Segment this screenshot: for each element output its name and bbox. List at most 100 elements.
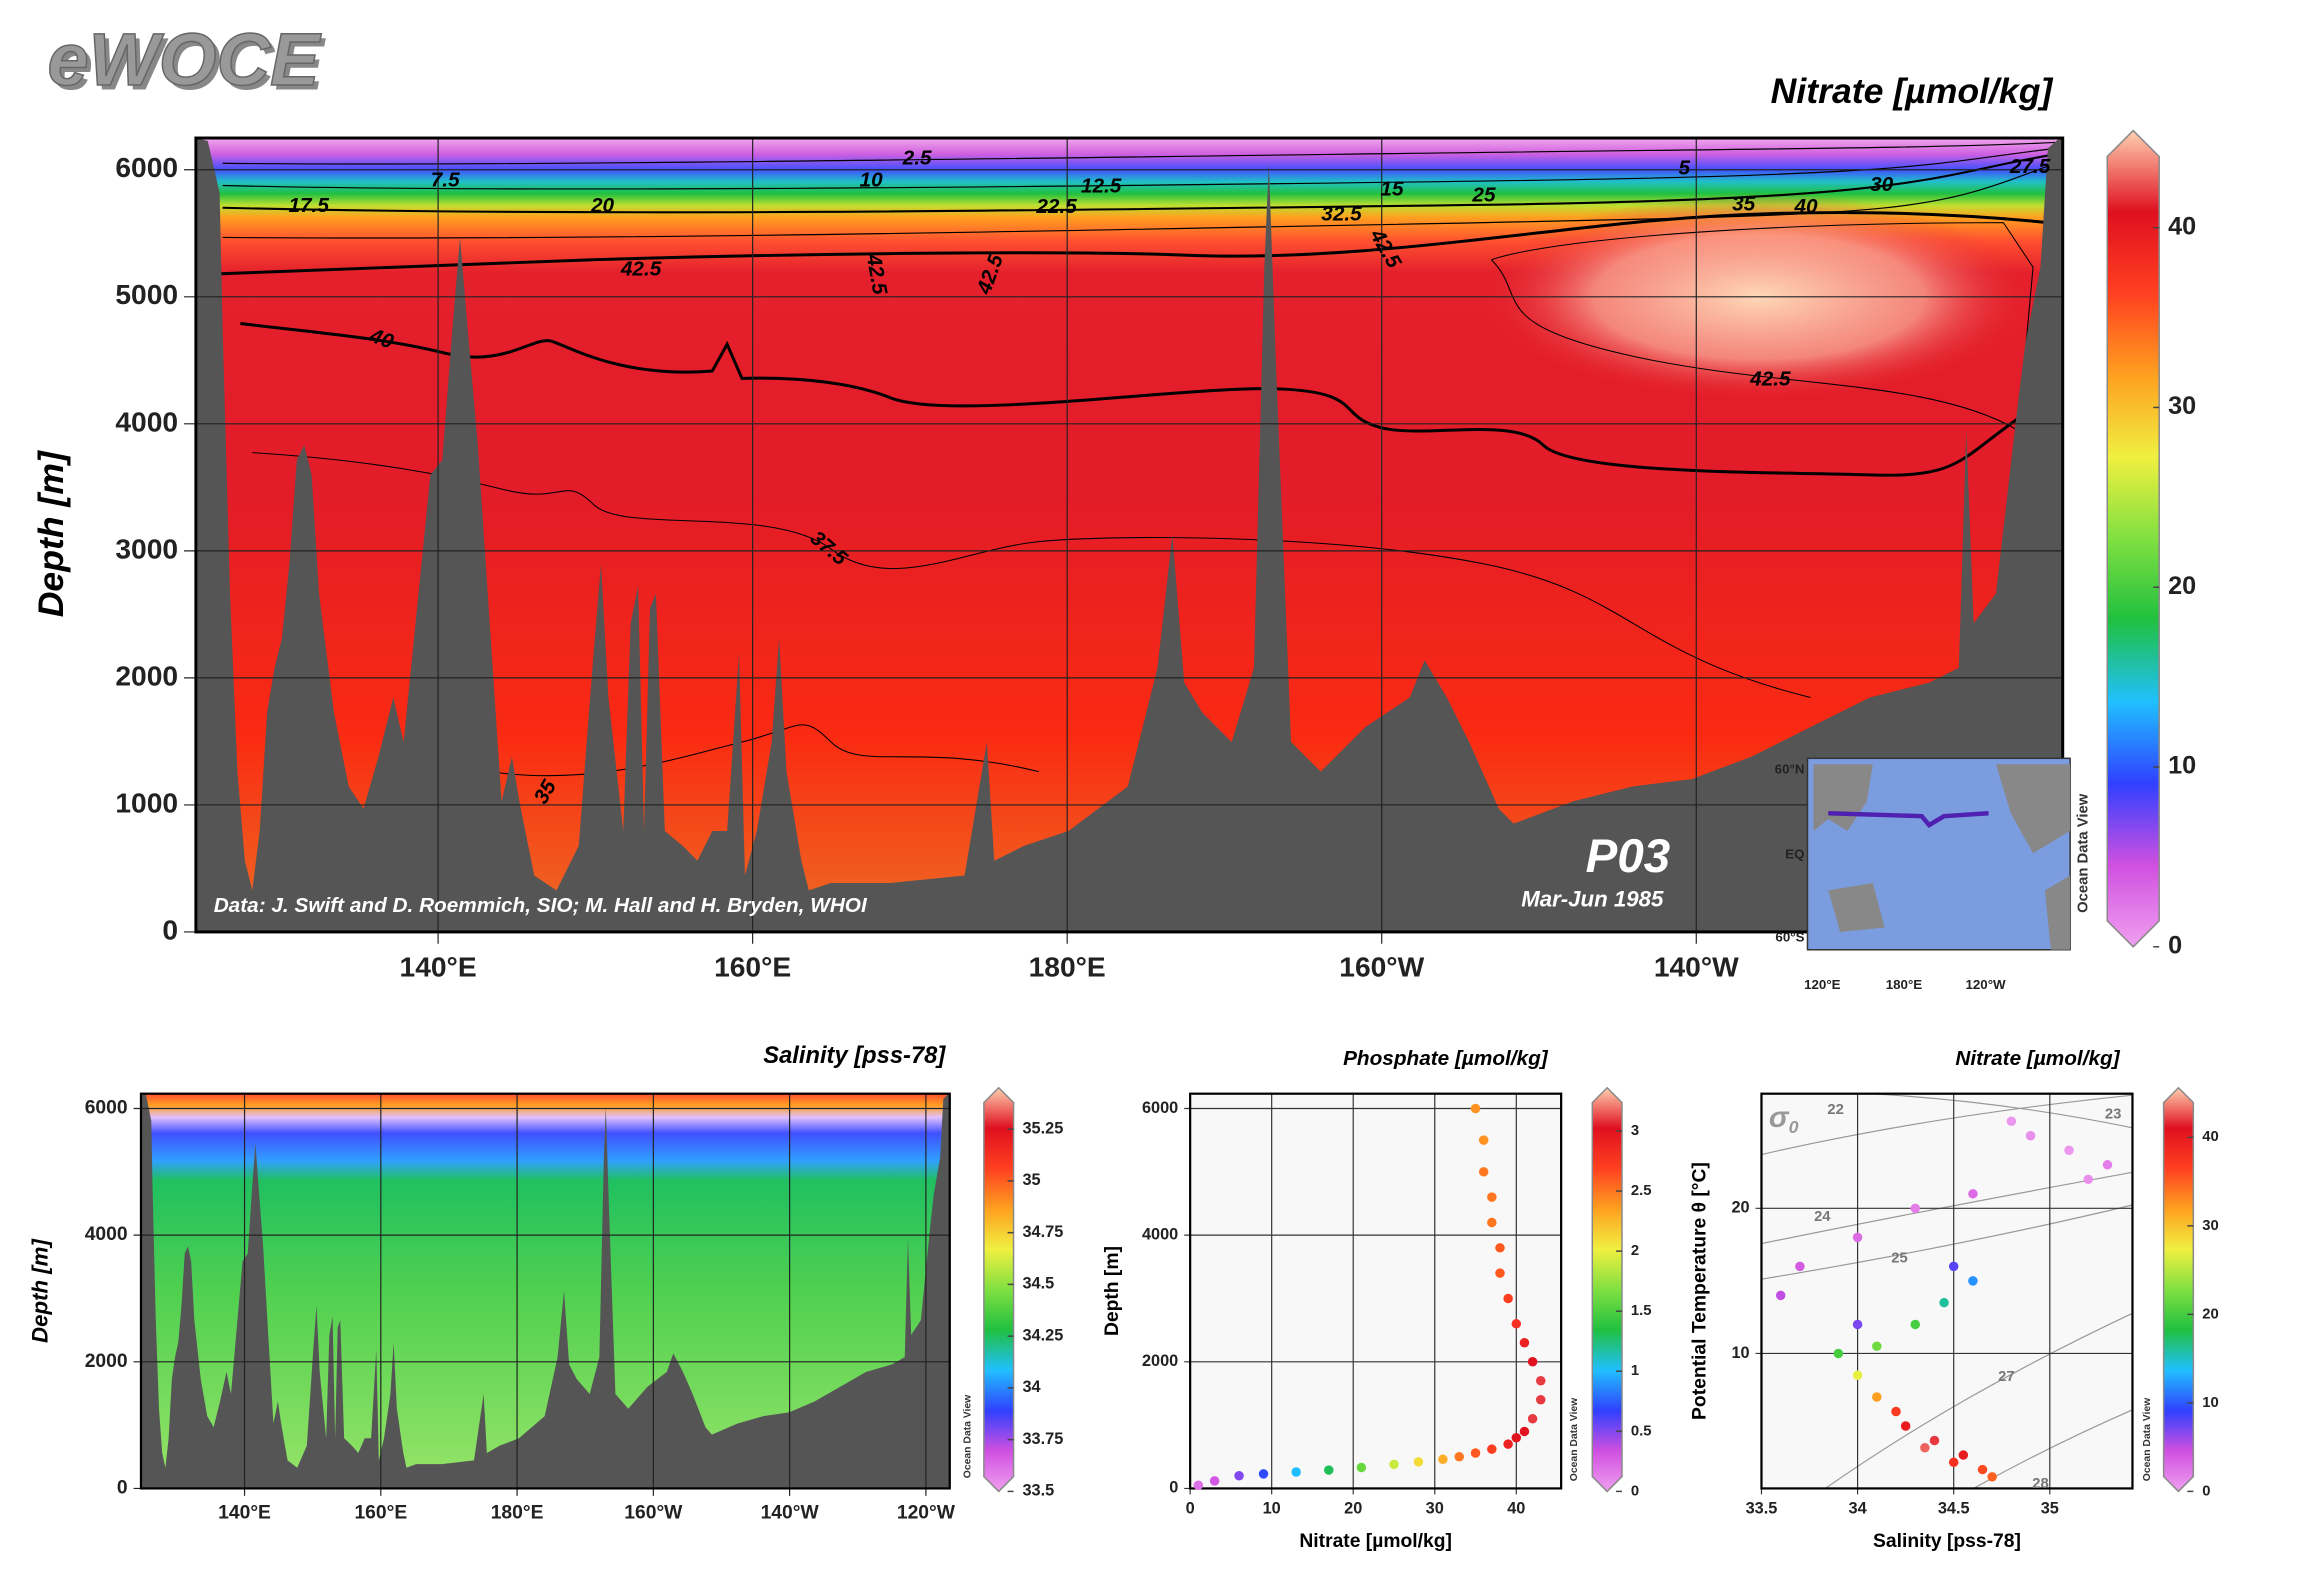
point [1900,1421,1911,1431]
contour-line [1491,222,2034,432]
colorbar-tick-label: 33.5 [1022,1482,1054,1500]
point [1389,1459,1399,1470]
x-tick-label: 160°W [624,1502,683,1523]
point [1503,1293,1513,1304]
point [1872,1392,1882,1402]
colorbar-tick-label: 2 [1631,1243,1639,1259]
colorbar-tick-label: 34.75 [1022,1223,1063,1241]
point [1977,1464,1988,1475]
chart-title: Salinity [pss-78] [763,1043,946,1069]
section-period: Mar-Jun 1985 [1521,887,1664,912]
contour-line [222,141,2056,165]
colorbar [2162,1086,2195,1493]
isopycnal-label: 22 [1827,1102,1844,1118]
y-axis-label: Depth [m] [27,1238,52,1343]
isopycnal [1869,1093,2133,1129]
brand-shadow: eWOCE [52,22,327,105]
y-tick-label: 20 [1731,1199,1749,1217]
x-tick-label: 140°W [761,1502,820,1523]
odv-credit: Ocean Data View [2075,793,2091,913]
point [1503,1439,1513,1449]
inset-label: 180°E [1886,977,1923,992]
isopycnal-label: 23 [2105,1106,2122,1122]
colorbar-tick-label: 40 [2202,1129,2219,1145]
y-tick-label: 3000 [115,532,178,564]
point [1775,1290,1786,1301]
point [1478,1167,1489,1177]
y-tick-label: 6000 [115,151,178,183]
y-tick-label: 1000 [115,786,178,818]
isopycnal [1761,1094,2133,1156]
colorbar-tick-label: 3 [1631,1123,1639,1139]
contour-label: 42.5 [1749,367,1791,390]
x-axis-label: Salinity [pss-78] [1873,1531,2021,1552]
point [2025,1131,2036,1141]
chart-title: Nitrate [µmol/kg] [1771,71,2054,111]
contour-label: 32.5 [1321,203,1362,226]
point [1872,1341,1882,1351]
x-tick-label: 160°E [714,951,791,983]
point [1852,1370,1863,1380]
x-axis-label: Nitrate [µmol/kg] [1299,1531,1452,1552]
bathymetry [140,1093,950,1489]
contour-label: 15 [1380,177,1404,200]
plot-background [1761,1093,2133,1489]
colorbar-tick-label: 1.5 [1631,1303,1652,1319]
contour-line [200,211,2049,277]
odv-credit: Ocean Data View [2142,1397,2153,1481]
point [2102,1160,2113,1170]
point [1519,1338,1530,1348]
x-tick-label: 20 [1344,1499,1362,1517]
contour-label: 25 [1471,183,1496,206]
point [1487,1217,1497,1228]
point [1968,1276,1978,1286]
contour-line [222,162,2056,239]
x-tick-label: 0 [1186,1499,1195,1517]
colorbar-tick-label: 0.5 [1631,1423,1652,1439]
colorbar-tick-label: 33.75 [1022,1430,1063,1448]
point [2006,1116,2017,1127]
point [1487,1192,1497,1202]
x-tick-label: 140°E [400,951,477,983]
isopycnal-label: 27 [1998,1369,2015,1385]
point [1454,1452,1464,1462]
colorbar-tick-label: 20 [2202,1306,2219,1322]
colorbar-tick-label: 34 [1022,1378,1040,1396]
point [1324,1465,1334,1475]
point [1852,1319,1863,1330]
brand: eWOCE [47,18,322,101]
point [1209,1476,1220,1486]
contour-line [222,147,2056,190]
point [1910,1203,1921,1214]
point [1920,1443,1930,1453]
odv-credit: Ocean Data View [962,1394,973,1478]
y-tick-label: 4000 [85,1224,128,1245]
colorbar [1591,1086,1623,1493]
y-tick-label: 10 [1731,1344,1749,1362]
contour-label: 10 [860,169,884,192]
colorbar-tick-label: 10 [2168,752,2196,780]
x-tick-label: 160°E [354,1502,407,1523]
x-tick-label: 35 [2041,1499,2059,1517]
section-name: P03 [1586,830,1670,883]
contour-line [252,452,1811,698]
y-tick-label: 4000 [115,405,178,437]
point [1495,1243,1505,1253]
isopycnal [1761,1204,2133,1280]
density-symbol: σ0 [1769,1101,1799,1137]
plot-frame [1760,1092,2134,1490]
point [1958,1450,1969,1460]
point [1470,1103,1481,1114]
contour-label: 17.5 [288,194,329,217]
point [1968,1189,1978,1199]
point [1939,1297,1949,1308]
point [1193,1480,1204,1491]
point [1478,1135,1489,1145]
point [1413,1457,1424,1467]
colorbar-tick-label: 10 [2202,1395,2219,1411]
point [1987,1472,1997,1482]
x-tick-label: 180°E [1029,951,1106,983]
point [1438,1454,1448,1465]
isopycnal-label: 24 [1814,1209,1831,1225]
